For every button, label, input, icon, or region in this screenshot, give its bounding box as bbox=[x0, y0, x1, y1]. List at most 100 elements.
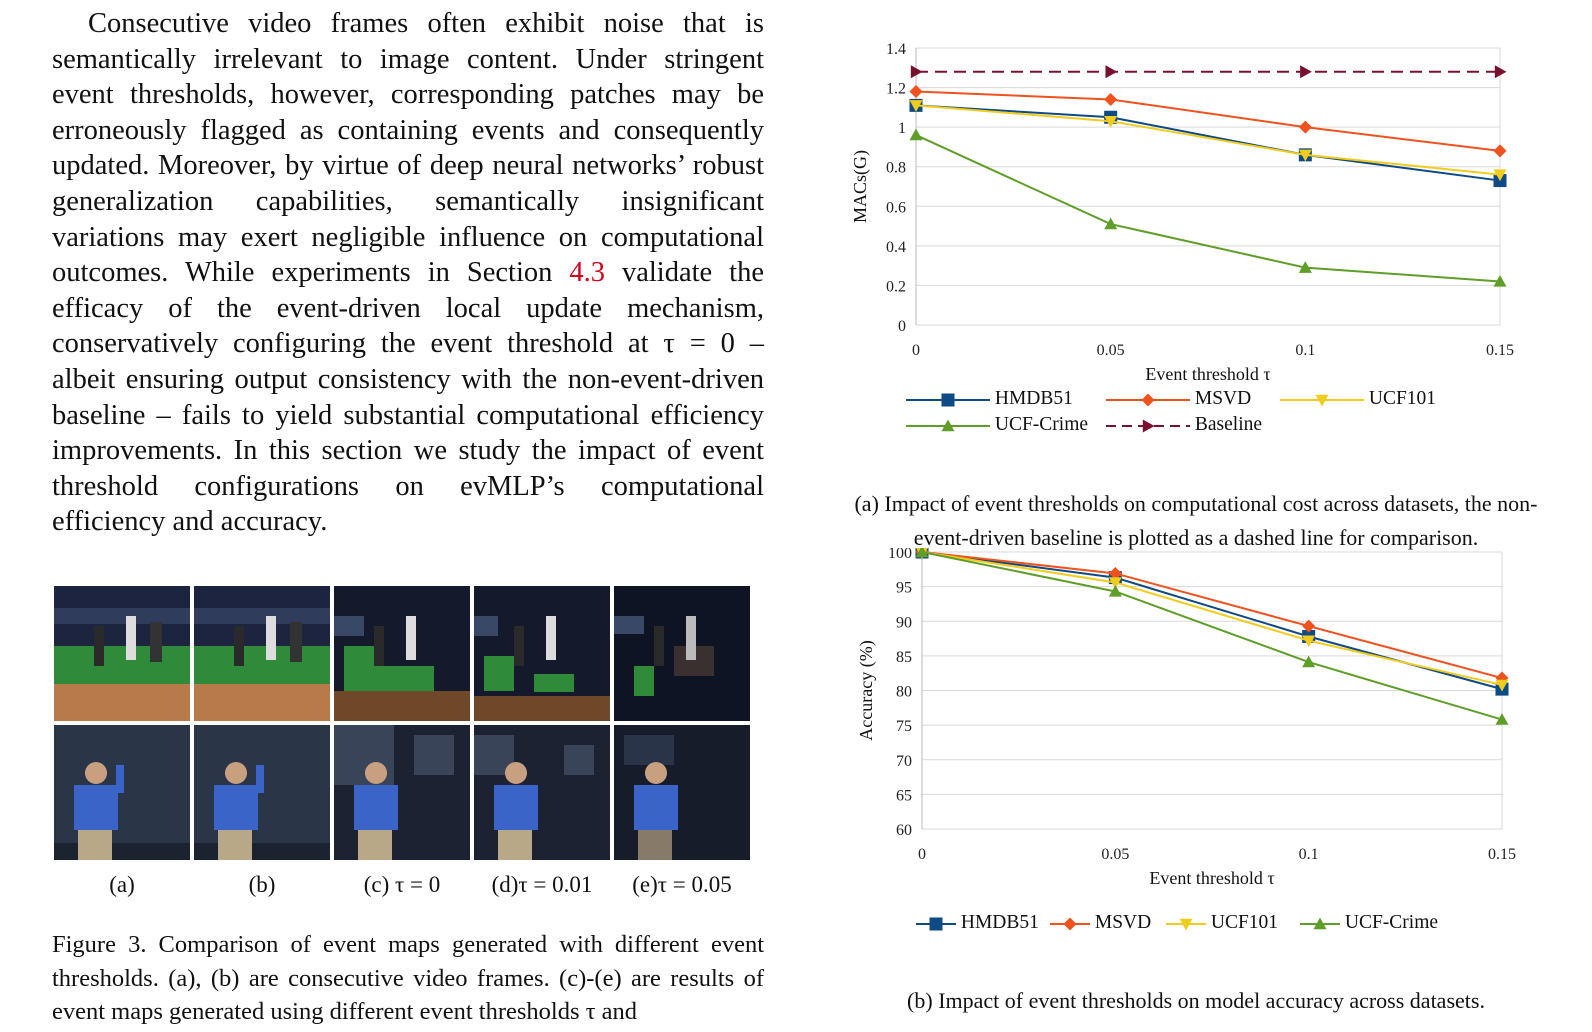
accuracy-chart-xtick-label: 0 bbox=[918, 846, 926, 863]
accuracy-chart-ytick-label: 70 bbox=[896, 753, 912, 770]
sublabel-d: (d)τ = 0.01 bbox=[491, 872, 593, 897]
frame-blackboard-a bbox=[54, 725, 190, 860]
macs-chart-point-ucf-crime bbox=[1104, 217, 1118, 230]
legend-swatch-baseline bbox=[1106, 419, 1190, 433]
paragraph-text-before: Consecutive video frames often exhibit n… bbox=[52, 8, 764, 289]
legend-label-hmdb51: HMDB51 bbox=[956, 912, 1039, 933]
paragraph-text-after: validate the efficacy of the event-drive… bbox=[52, 257, 764, 538]
accuracy-chart-point-ucf101 bbox=[1108, 577, 1122, 589]
accuracy-chart-point-ucf101 bbox=[1495, 679, 1509, 692]
accuracy-chart-ytick-label: 85 bbox=[896, 649, 912, 666]
accuracy-chart-svg: 60 65 70 75 80 85 90 95 100 0 0.05 0.1 0.15 Event thr… bbox=[856, 545, 1516, 888]
accuracy-chart-ytick-label: 65 bbox=[896, 787, 912, 804]
frame-baseball-b bbox=[194, 586, 330, 721]
legend-swatch-ucf-crime bbox=[906, 419, 990, 431]
legend-item-hmdb51: HMDB51 bbox=[906, 388, 1073, 410]
accuracy-chart-legend: HMDB51 MSVD UCF101 UCF-Crime bbox=[916, 912, 1550, 946]
macs-chart-point-ucf101 bbox=[909, 100, 923, 112]
legend-swatch-ucf101 bbox=[1166, 918, 1206, 931]
legend-label-hmdb51: HMDB51 bbox=[990, 388, 1073, 409]
macs-chart-xtick-label: 0.05 bbox=[1097, 342, 1125, 359]
macs-chart-point-baseline bbox=[1494, 65, 1507, 79]
macs-chart-ylabel: MACs(G) bbox=[850, 150, 871, 223]
macs-chart-series-line-ucf-crime bbox=[915, 134, 1501, 283]
accuracy-chart-point-msvd bbox=[1495, 671, 1509, 685]
macs-chart-ytick-label: 1.4 bbox=[886, 41, 906, 58]
macs-chart-ytick-label: 0.8 bbox=[886, 160, 906, 177]
accuracy-chart-point-msvd bbox=[1302, 619, 1316, 633]
macs-chart-ytick-label: 1 bbox=[898, 120, 906, 137]
sublabel-a: (a) bbox=[109, 872, 135, 897]
frame-baseball-event-e bbox=[614, 586, 750, 721]
legend-label-baseline: Baseline bbox=[1190, 414, 1263, 435]
accuracy-chart-xlabel: Event threshold τ bbox=[1149, 868, 1274, 888]
macs-chart-point-msvd bbox=[1298, 120, 1312, 134]
macs-chart-point-ucf101 bbox=[1493, 169, 1507, 182]
legend-item-ucf101: UCF101 bbox=[1280, 388, 1436, 410]
accuracy-chart-point-ucf-crime bbox=[1495, 713, 1509, 725]
macs-chart-svg: 0 0.2 0.4 0.6 0.8 1 1.2 1.4 0 0.05 0.1 0.15 Event th… bbox=[850, 41, 1514, 384]
macs-chart-xtick-label: 0.1 bbox=[1295, 342, 1315, 359]
legend-label-ucf101: UCF101 bbox=[1364, 388, 1437, 409]
accuracy-chart-point-ucf-crime bbox=[915, 545, 929, 558]
macs-chart-series-line-msvd bbox=[915, 90, 1501, 152]
macs-chart-ytick-label: 1.2 bbox=[886, 81, 906, 98]
legend-item-msvd: MSVD bbox=[1106, 388, 1251, 410]
accuracy-chart-point-ucf101 bbox=[1302, 635, 1316, 648]
macs-chart-point-baseline bbox=[1105, 65, 1118, 79]
accuracy-chart-ytick-label: 100 bbox=[888, 548, 912, 562]
legend-label-ucf101: UCF101 bbox=[1206, 912, 1279, 933]
accuracy-chart-point-msvd bbox=[1108, 566, 1122, 580]
macs-chart-point-ucf-crime bbox=[1298, 261, 1312, 273]
legend-item-ucf101: UCF101 bbox=[1166, 912, 1278, 934]
legend-swatch-ucf-crime bbox=[1300, 917, 1340, 929]
section-reference-link[interactable]: 4.3 bbox=[569, 257, 605, 289]
macs-chart-point-ucf-crime bbox=[1493, 274, 1507, 287]
accuracy-chart-ylabel: Accuracy (%) bbox=[856, 640, 877, 740]
macs-chart-ytick-label: 0.6 bbox=[886, 199, 906, 216]
macs-chart-xtick-label: 0.15 bbox=[1486, 342, 1514, 359]
legend-item-hmdb51: HMDB51 bbox=[916, 912, 1039, 934]
legend-swatch-hmdb51 bbox=[906, 393, 990, 407]
legend-swatch-msvd bbox=[1106, 393, 1190, 407]
accuracy-chart-point-ucf-crime bbox=[1302, 655, 1316, 668]
accuracy-chart-ytick-label: 60 bbox=[896, 822, 912, 839]
accuracy-chart-ytick-label: 95 bbox=[896, 580, 912, 597]
macs-chart-series-line-ucf101 bbox=[915, 104, 1501, 176]
macs-chart-point-ucf-crime bbox=[909, 128, 923, 141]
macs-chart-point-baseline bbox=[1300, 65, 1312, 79]
accuracy-chart-series-line-msvd bbox=[921, 551, 1503, 680]
macs-chart-ytick-label: 0.2 bbox=[886, 278, 906, 295]
legend-item-ucf-crime: UCF-Crime bbox=[906, 414, 1088, 436]
macs-chart-point-ucf101 bbox=[1104, 116, 1118, 128]
legend-item-msvd: MSVD bbox=[1050, 912, 1151, 934]
legend-swatch-ucf101 bbox=[1280, 394, 1364, 407]
accuracy-chart-series-line-hmdb51 bbox=[921, 551, 1503, 691]
legend-swatch-hmdb51 bbox=[916, 917, 956, 931]
accuracy-chart: 60 65 70 75 80 85 90 95 100 0 0.05 0.1 0.15 Event thr… bbox=[840, 545, 1580, 898]
macs-chart-ytick-label: 0 bbox=[898, 318, 906, 335]
accuracy-chart-xtick-label: 0.05 bbox=[1101, 846, 1129, 863]
accuracy-chart-ytick-label: 80 bbox=[896, 684, 912, 701]
figure3-caption: Figure 3. Comparison of event maps gener… bbox=[52, 931, 764, 1025]
frame-blackboard-event-e bbox=[614, 725, 750, 860]
macs-chart-point-msvd bbox=[1104, 92, 1118, 106]
accuracy-chart-xtick-label: 0.1 bbox=[1299, 846, 1319, 863]
macs-chart: 0 0.2 0.4 0.6 0.8 1 1.2 1.4 0 0.05 0.1 0.15 Event th… bbox=[840, 30, 1580, 390]
macs-chart-point-ucf101 bbox=[1298, 149, 1312, 162]
frame-baseball-event-c bbox=[334, 586, 470, 721]
macs-chart-caption: (a) Impact of event thresholds on comput… bbox=[854, 491, 1538, 550]
legend-label-ucf-crime: UCF-Crime bbox=[990, 414, 1089, 435]
sublabel-c: (c) τ = 0 bbox=[363, 872, 441, 897]
macs-chart-point-msvd bbox=[1493, 144, 1507, 158]
sublabel-b: (b) bbox=[248, 872, 276, 897]
accuracy-chart-caption: (b) Impact of event thresholds on model … bbox=[907, 988, 1485, 1013]
legend-item-ucf-crime: UCF-Crime bbox=[1300, 912, 1438, 934]
macs-chart-point-msvd bbox=[909, 85, 923, 99]
accuracy-chart-xtick-label: 0.15 bbox=[1488, 846, 1516, 863]
macs-chart-xlabel: Event threshold τ bbox=[1145, 364, 1270, 384]
frame-baseball-event-d bbox=[474, 586, 610, 721]
legend-swatch-msvd bbox=[1050, 917, 1090, 931]
body-paragraph: Consecutive video frames often exhibit n… bbox=[52, 6, 764, 540]
macs-chart-ytick-label: 0.4 bbox=[886, 239, 906, 256]
